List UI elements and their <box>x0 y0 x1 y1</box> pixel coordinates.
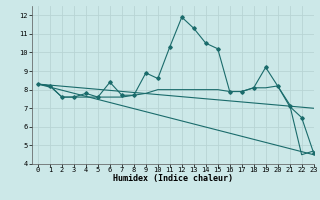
X-axis label: Humidex (Indice chaleur): Humidex (Indice chaleur) <box>113 174 233 183</box>
